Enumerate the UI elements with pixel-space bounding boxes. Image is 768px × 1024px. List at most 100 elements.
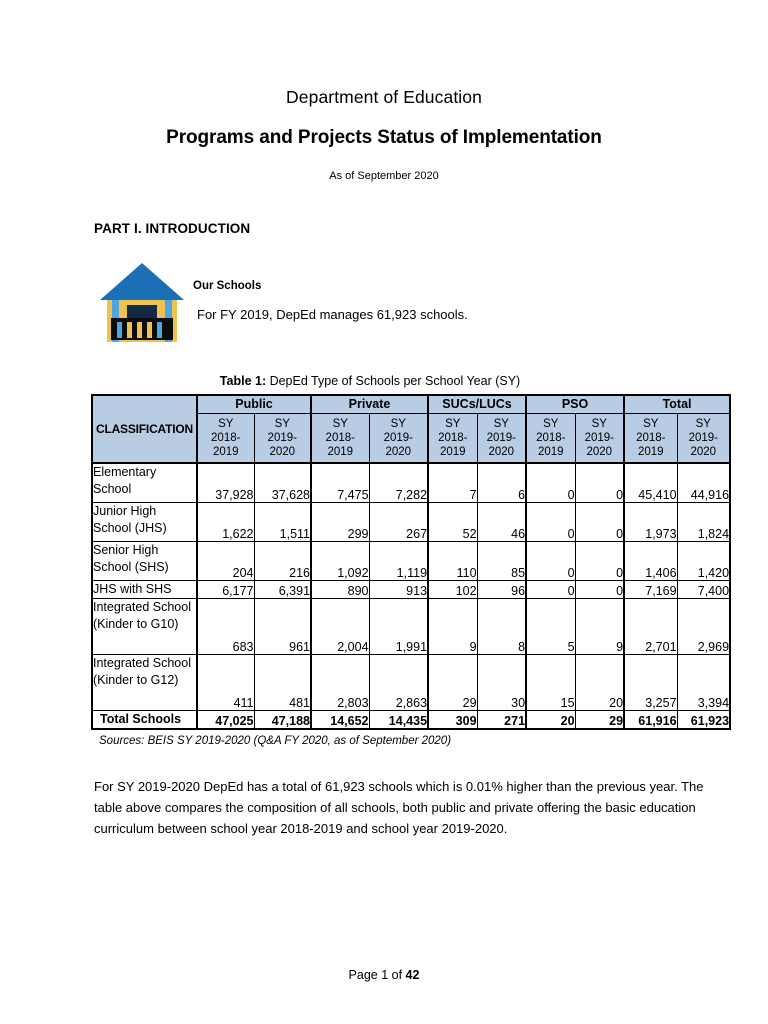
- cell-value: 913: [368, 580, 430, 599]
- subheader-total-sy-2018-2019: SY 2018- 2019: [623, 413, 678, 464]
- cell-value: 7,400: [676, 580, 731, 599]
- cell-value: 2,004: [310, 598, 370, 655]
- table-body: Elementary School 37,928 37,628 7,475 7,…: [91, 462, 731, 730]
- table-row: Junior High School (JHS) 1,622 1,511 299…: [91, 502, 731, 542]
- callout-title: Our Schools: [193, 280, 262, 292]
- table-caption: Table 1: DepEd Type of Schools per Schoo…: [0, 344, 768, 388]
- cell-value: 890: [310, 580, 370, 599]
- cell-value: 9: [427, 598, 478, 655]
- subheader-private-sy-2019-2020: SY 2019- 2020: [368, 413, 430, 464]
- page-number: Page 1 of 42: [0, 954, 768, 982]
- subheader-line-end: 2020: [488, 446, 515, 458]
- callout-body: For FY 2019, DepEd manages 61,923 school…: [197, 307, 468, 322]
- cell-value: 15: [525, 654, 576, 711]
- row-label: Junior High School (JHS): [91, 502, 198, 542]
- cell-value: 7,282: [368, 462, 430, 503]
- subheader-line-end: 2019: [327, 446, 354, 458]
- cell-value: 0: [525, 462, 576, 503]
- cell-value: 481: [253, 654, 313, 711]
- subheader-line-end: 2019: [537, 446, 564, 458]
- subheader-public-sy-2019-2020: SY 2019- 2020: [253, 413, 313, 464]
- body-paragraph: For SY 2019-2020 DepEd has a total of 61…: [94, 779, 704, 836]
- cell-value: 1,119: [368, 541, 430, 581]
- cell-value: 110: [427, 541, 478, 581]
- cell-value: 1,991: [368, 598, 430, 655]
- cell-value: 46: [476, 502, 528, 542]
- cell-value: 299: [310, 502, 370, 542]
- cell-value: 6: [476, 462, 528, 503]
- page-number-prefix: Page 1 of: [348, 968, 406, 982]
- page-footer: Page 1 of 42: [0, 954, 768, 1024]
- total-cell-value: 309: [427, 710, 478, 730]
- subheader-pso-sy-2018-2019: SY 2018- 2019: [525, 413, 576, 464]
- cell-value: 85: [476, 541, 528, 581]
- total-cell-value: 61,916: [623, 710, 678, 730]
- subheader-sucs-lucs-sy-2019-2020: SY 2019- 2020: [476, 413, 528, 464]
- table-row: Senior High School (SHS) 204 216 1,092 1…: [91, 541, 731, 581]
- subheader-line-sy: SY: [695, 418, 711, 430]
- total-cell-value: 61,923: [676, 710, 731, 730]
- subheader-line-start: 2018-: [211, 432, 241, 444]
- subheader-line-sy: SY: [543, 418, 559, 430]
- cell-value: 0: [574, 502, 626, 542]
- cell-value: 2,969: [676, 598, 731, 655]
- table-group-header-row: CLASSIFICATION Public Private SUCs/LUCs …: [91, 394, 731, 464]
- subheader-line-end: 2019: [439, 446, 466, 458]
- subheader-private-sy-2018-2019: SY 2018- 2019: [310, 413, 370, 464]
- total-cell-value: 14,435: [368, 710, 430, 730]
- table-total-row: Total Schools 47,025 47,188 14,652 14,43…: [91, 710, 731, 730]
- cell-value: 3,257: [623, 654, 678, 711]
- cell-value: 45,410: [623, 462, 678, 503]
- header-group-public: Public: [196, 394, 313, 414]
- subheader-line-sy: SY: [591, 418, 607, 430]
- row-label: Integrated School (Kinder to G12): [91, 654, 198, 711]
- subheader-total-sy-2019-2020: SY 2019- 2020: [676, 413, 731, 464]
- cell-value: 0: [525, 541, 576, 581]
- table-row: Integrated School (Kinder to G12) 411 48…: [91, 654, 731, 711]
- cell-value: 683: [196, 598, 255, 655]
- subheader-line-end: 2019: [637, 446, 664, 458]
- cell-value: 20: [574, 654, 626, 711]
- document-title: Programs and Projects Status of Implemen…: [166, 127, 602, 148]
- cell-value: 0: [574, 541, 626, 581]
- cell-value: 1,406: [623, 541, 678, 581]
- row-label: Elementary School: [91, 462, 198, 503]
- subheader-line-end: 2020: [690, 446, 717, 458]
- cell-value: 411: [196, 654, 255, 711]
- cell-value: 6,177: [196, 580, 255, 599]
- cell-value: 1,824: [676, 502, 731, 542]
- subheader-line-sy: SY: [332, 418, 348, 430]
- table-caption-label: Table 1:: [219, 374, 267, 388]
- subheader-line-end: 2020: [269, 446, 296, 458]
- table-subheader-row: SY 2018- 2019 SY 2019- 2020 SY 2018- 201…: [92, 413, 731, 464]
- header-group-private: Private: [310, 394, 430, 414]
- subheader-line-start: 2018-: [636, 432, 666, 444]
- cell-value: 2,863: [368, 654, 430, 711]
- cell-value: 0: [525, 580, 576, 599]
- organization-title: Department of Education: [286, 87, 482, 107]
- cell-value: 9: [574, 598, 626, 655]
- subheader-sucs-lucs-sy-2018-2019: SY 2018- 2019: [427, 413, 478, 464]
- header-group-sucs-lucs: SUCs/LUCs: [427, 394, 528, 414]
- row-label: Senior High School (SHS): [91, 541, 198, 581]
- subheader-line-sy: SY: [390, 418, 406, 430]
- cell-value: 37,628: [253, 462, 313, 503]
- cell-value: 0: [525, 502, 576, 542]
- total-cell-value: 47,025: [196, 710, 255, 730]
- header-classification: CLASSIFICATION: [91, 394, 198, 464]
- cell-value: 5: [525, 598, 576, 655]
- subheader-pso-sy-2019-2020: SY 2019- 2020: [574, 413, 626, 464]
- table-caption-text: DepEd Type of Schools per School Year (S…: [266, 374, 521, 388]
- table-row: JHS with SHS 6,177 6,391 890 913 102 96 …: [91, 580, 731, 599]
- total-row-label: Total Schools: [91, 710, 198, 730]
- cell-value: 2,701: [623, 598, 678, 655]
- cell-value: 1,092: [310, 541, 370, 581]
- cell-value: 267: [368, 502, 430, 542]
- subheader-line-sy: SY: [218, 418, 234, 430]
- cell-value: 29: [427, 654, 478, 711]
- part-heading: PART I. INTRODUCTION: [94, 221, 251, 236]
- schools-table-wrapper: CLASSIFICATION Public Private SUCs/LUCs …: [0, 388, 768, 730]
- cell-value: 961: [253, 598, 313, 655]
- page-total-count: 42: [405, 968, 420, 982]
